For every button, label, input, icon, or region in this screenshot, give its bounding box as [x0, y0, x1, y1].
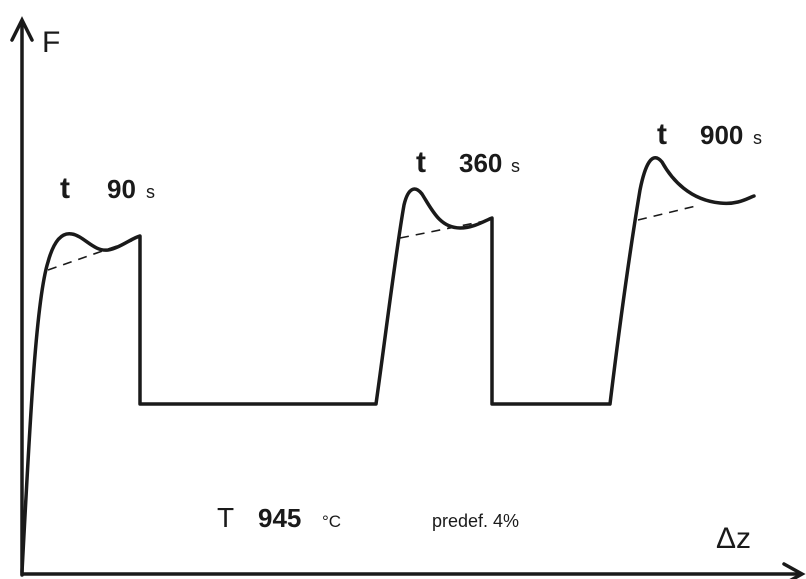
- y-axis-arrowhead: [10, 16, 34, 42]
- curve-label-value: 900: [700, 120, 743, 150]
- x-axis-label: Δz: [716, 522, 751, 555]
- curve-label-t: t: [60, 172, 70, 205]
- temperature-symbol: T: [217, 502, 234, 533]
- temperature-annotation: T 945 °C: [217, 502, 341, 533]
- curve-label-900s: t 900 s: [657, 118, 762, 151]
- temperature-unit: °C: [322, 512, 341, 531]
- curve-label-value: 90: [107, 174, 136, 204]
- curve-label-t: t: [416, 146, 426, 179]
- y-axis-label: F: [42, 26, 60, 59]
- axes: [10, 16, 806, 579]
- force-curve: [20, 156, 756, 574]
- curve-label-360s: t 360 s: [416, 146, 520, 179]
- curve-label-unit: s: [511, 156, 520, 176]
- curve-label-value: 360: [459, 148, 502, 178]
- curve-label-t: t: [657, 118, 667, 151]
- x-axis-arrowhead: [782, 562, 806, 579]
- predeformation-label: predef. 4%: [432, 511, 519, 531]
- curve-label-90s: t 90 s: [60, 172, 155, 205]
- curve-label-unit: s: [753, 128, 762, 148]
- temperature-value: 945: [258, 503, 301, 533]
- curve-label-unit: s: [146, 182, 155, 202]
- extrapolation-lines: [47, 204, 701, 271]
- dashed-line-900s: [637, 204, 701, 221]
